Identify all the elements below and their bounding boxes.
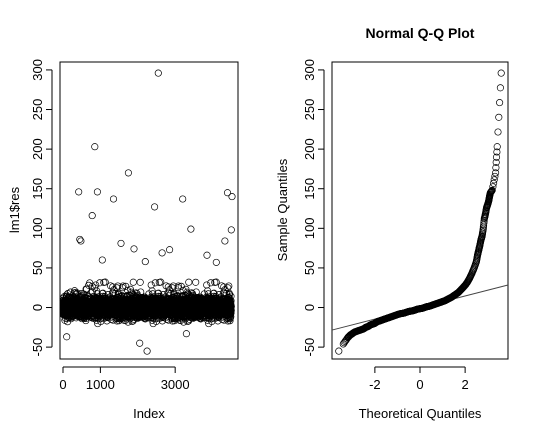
- residual-point: [83, 285, 91, 293]
- residual-outlier-point: [63, 333, 71, 341]
- residual-outlier-point: [212, 258, 220, 266]
- y-tick-label: 150: [30, 178, 45, 200]
- residual-outlier-point: [227, 226, 235, 234]
- residual-point: [192, 278, 200, 286]
- residual-outlier-point: [124, 169, 132, 177]
- y-tick-label: 200: [30, 138, 45, 160]
- x-tick-label: 2: [462, 377, 469, 392]
- residual-outlier-point: [93, 188, 101, 196]
- y-tick-label: 300: [30, 59, 45, 81]
- qq-plot-xlabel: Theoretical Quantiles: [359, 406, 482, 421]
- residual-point: [99, 289, 107, 297]
- residual-outlier-point: [203, 251, 211, 259]
- y-tick-label: 50: [302, 261, 317, 275]
- y-tick-label: 100: [302, 217, 317, 239]
- qq-point: [335, 347, 343, 355]
- y-tick-label: 300: [302, 59, 317, 81]
- x-tick-label: 3000: [161, 377, 190, 392]
- qq-point: [496, 99, 504, 107]
- y-tick-label: 0: [302, 304, 317, 311]
- index-plot-panel: Index lm1$res 0 1000 3000 -50 0 50 100 150 200 2…: [7, 59, 239, 421]
- y-tick-label: 150: [302, 178, 317, 200]
- qq-point: [495, 113, 503, 121]
- residual-point: [101, 278, 109, 286]
- residual-outlier-point: [228, 193, 236, 201]
- index-plot-ylabel: lm1$res: [7, 186, 22, 233]
- residual-outlier-point: [154, 69, 162, 77]
- index-plot-xlabel: Index: [133, 406, 165, 421]
- qq-plot-points: [335, 69, 505, 355]
- residual-outlier-point: [182, 330, 190, 338]
- residual-outlier-point: [136, 339, 144, 347]
- qq-plot-y-ticks: -50 0 50 100 150 200 250 300: [302, 59, 325, 357]
- y-tick-label: 250: [302, 99, 317, 121]
- residual-point: [93, 287, 101, 295]
- qq-plot-title: Normal Q-Q Plot: [366, 25, 475, 41]
- residual-point: [114, 282, 122, 290]
- y-tick-label: 50: [30, 261, 45, 275]
- residual-outlier-point: [130, 245, 138, 253]
- residual-outlier-point: [109, 195, 118, 203]
- index-plot-y-ticks: -50 0 50 100 150 200 250 300: [30, 59, 53, 357]
- qq-plot-panel: Normal Q-Q Plot Theoretical Quantiles Sa…: [275, 25, 509, 421]
- residual-point: [92, 281, 100, 289]
- residual-point: [129, 278, 137, 286]
- qq-point: [494, 128, 502, 136]
- y-tick-label: -50: [302, 338, 317, 357]
- residual-outlier-point: [143, 347, 151, 355]
- residual-point: [88, 282, 96, 290]
- residual-point: [93, 290, 101, 298]
- residual-point: [119, 282, 127, 290]
- residual-point: [185, 278, 193, 286]
- index-plot-x-ticks: 0 1000 3000: [59, 366, 190, 392]
- residual-outlier-point: [166, 246, 174, 254]
- residual-outlier-point: [77, 237, 85, 245]
- y-tick-label: 200: [302, 138, 317, 160]
- residual-outlier-point: [88, 212, 96, 220]
- residual-point: [96, 279, 104, 287]
- residual-outlier-point: [179, 195, 187, 203]
- qq-plot-ylabel: Sample Quantiles: [275, 158, 290, 261]
- residual-outlier-point: [117, 239, 125, 247]
- residual-outlier-point: [223, 189, 232, 197]
- index-plot-points: [59, 69, 236, 355]
- residual-point: [126, 285, 134, 293]
- y-tick-label: 250: [30, 99, 45, 121]
- residual-outlier-point: [98, 256, 106, 264]
- residual-point: [136, 278, 144, 286]
- residual-outlier-point: [91, 143, 99, 151]
- y-tick-label: 100: [30, 217, 45, 239]
- y-tick-label: 0: [30, 304, 45, 311]
- residual-outlier-point: [151, 203, 159, 211]
- residual-outlier-point: [141, 258, 149, 266]
- residual-outlier-point: [158, 249, 166, 257]
- residual-outlier-point: [187, 225, 195, 233]
- x-tick-label: 0: [416, 377, 423, 392]
- qq-point: [496, 84, 504, 92]
- qq-plot-x-ticks: -2 0 2: [369, 366, 469, 392]
- qq-plot-frame: [331, 61, 509, 360]
- index-plot-frame: [59, 61, 239, 360]
- x-tick-label: -2: [369, 377, 381, 392]
- residual-outlier-point: [75, 188, 83, 196]
- x-tick-label: 0: [59, 377, 66, 392]
- x-tick-label: 1000: [86, 377, 115, 392]
- qq-point: [497, 69, 505, 77]
- residual-outlier-point: [221, 237, 229, 245]
- y-tick-label: -50: [30, 338, 45, 357]
